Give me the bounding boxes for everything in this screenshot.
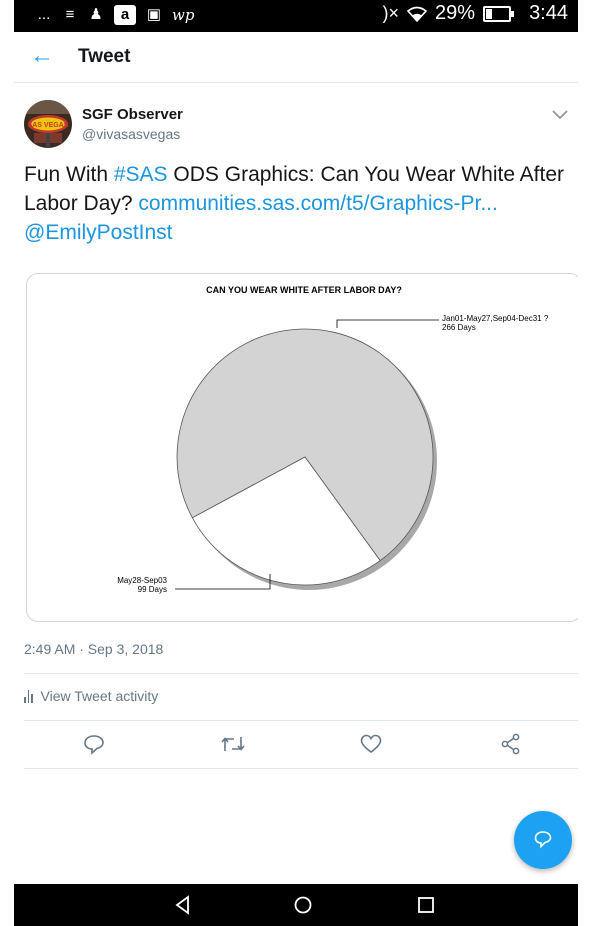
chart-title: CAN YOU WEAR WHITE AFTER LABOR DAY? — [206, 285, 402, 295]
slice-label-1-line1: May28-Sep03 — [117, 576, 167, 585]
chevron-down-icon[interactable] — [552, 104, 568, 125]
reply-icon — [84, 735, 104, 755]
pie-chart — [175, 319, 439, 590]
status-bar: ... ≡ ♟ a ▣ wp )× 29% 3:44 — [14, 0, 578, 32]
slice-label-1: May28-Sep03 99 Days — [87, 576, 167, 594]
divider — [24, 673, 578, 674]
like-button[interactable] — [359, 732, 387, 760]
leader-line-0 — [336, 319, 439, 328]
clock: 3:44 — [529, 2, 568, 24]
battery-percent: 29% — [435, 2, 476, 24]
avatar-sign-text: SAS VEGAS — [28, 122, 69, 129]
heart-icon — [360, 734, 382, 753]
app-frame: ... ≡ ♟ a ▣ wp )× 29% 3:44 ← Tweet — [14, 0, 578, 926]
tweet-actions — [14, 732, 578, 762]
nav-recents-button[interactable] — [415, 894, 439, 916]
analytics-bars-icon — [24, 689, 33, 703]
leader-line-1 — [175, 574, 271, 590]
mention-link[interactable]: @EmilyPostInst — [24, 221, 173, 244]
more-notifications-icon: ... — [37, 6, 51, 23]
slice-label-1-line2: 99 Days — [137, 585, 167, 594]
square-recents-icon — [418, 897, 434, 913]
tweet-media-card[interactable]: CAN YOU WEAR WHITE AFTER LABOR DAY? Jan0… — [26, 273, 578, 622]
circle-home-icon — [294, 896, 312, 914]
reply-button[interactable] — [82, 732, 110, 760]
slice-label-0-line2: 266 Days — [442, 323, 476, 332]
pie-slice-0 — [176, 328, 434, 562]
arrow-left-icon[interactable]: ← — [30, 42, 54, 69]
activity-label: View Tweet activity — [40, 688, 159, 704]
nav-back-button[interactable] — [172, 894, 196, 916]
image-notification-icon: ▣ — [146, 6, 162, 23]
hashtag-link[interactable]: #SAS — [113, 163, 168, 186]
nav-home-button[interactable] — [292, 894, 316, 916]
bluetooth-off-icon: )× — [382, 3, 400, 23]
view-tweet-activity-link[interactable]: View Tweet activity — [24, 688, 158, 704]
divider — [24, 720, 578, 721]
amazon-notification-icon: a — [114, 5, 136, 25]
tweet-timestamp: 2:49 AM · Sep 3, 2018 — [24, 641, 164, 657]
tweet-text-part: ODS Graphics: Can You Wear White After L… — [24, 163, 565, 215]
reply-bubble-icon — [534, 831, 552, 849]
slice-label-0-line1: Jan01-May27,Sep04-Dec31 ? — [442, 314, 549, 323]
url-link[interactable]: communities.sas.com/t5/Graphics-Pr... — [138, 192, 498, 215]
status-left-icons: ... ≡ ♟ a ▣ wp — [36, 4, 194, 26]
share-icon — [501, 733, 520, 755]
retweet-icon — [221, 737, 245, 751]
tweet-text: Fun With #SAS ODS Graphics: Can You Wear… — [24, 160, 574, 247]
slice-label-0: Jan01-May27,Sep04-Dec31 ? 266 Days — [442, 314, 548, 332]
page-title: Tweet — [78, 46, 131, 67]
washington-post-notification-icon: wp — [172, 6, 195, 24]
triangle-back-icon — [175, 895, 189, 915]
add-user-notification-icon: ♟ — [89, 6, 103, 23]
pie-slice-1 — [191, 456, 381, 586]
compose-reply-button[interactable] — [514, 811, 572, 869]
share-button[interactable] — [499, 732, 527, 760]
divider — [24, 768, 578, 769]
wifi-icon — [407, 6, 428, 22]
author-handle[interactable]: @vivasasvegas — [82, 126, 181, 142]
retweet-button[interactable] — [220, 732, 248, 760]
battery-icon — [483, 5, 515, 22]
avatar-image: SAS VEGAS — [24, 100, 72, 148]
tweet-header: ← Tweet — [14, 32, 578, 83]
system-nav-bar — [14, 884, 578, 926]
avatar[interactable]: SAS VEGAS — [24, 100, 72, 148]
menu-notification-icon: ≡ — [65, 6, 75, 23]
tweet-text-part: Fun With — [24, 163, 114, 186]
author-name[interactable]: SGF Observer — [82, 106, 183, 123]
status-right: )× 29% 3:44 — [383, 2, 568, 25]
